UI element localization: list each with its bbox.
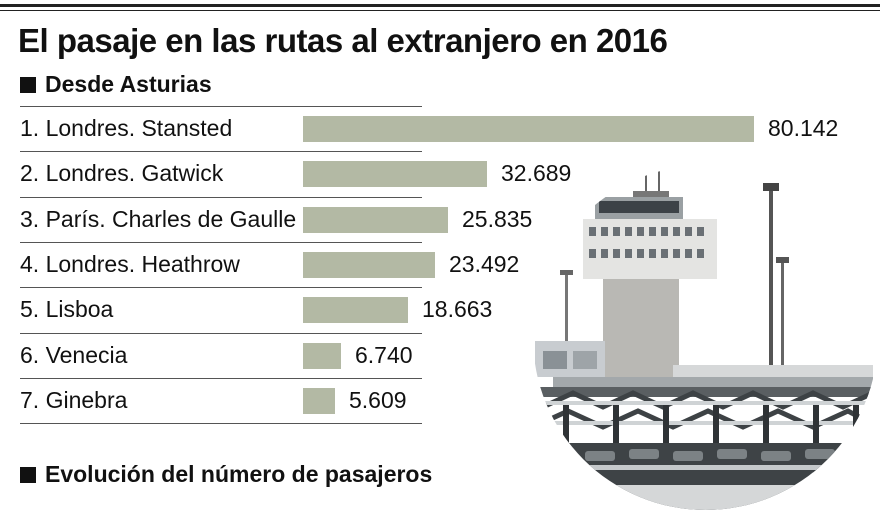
top-rule-thin <box>0 10 880 11</box>
bar <box>303 297 408 324</box>
category-label: 2. Londres. Gatwick <box>20 160 224 187</box>
top-rule-thick <box>0 4 880 7</box>
row-divider <box>20 333 422 334</box>
value-label: 80.142 <box>768 115 839 141</box>
value-label: 18.663 <box>422 296 493 323</box>
bar <box>303 387 335 414</box>
section-heading-text: Evolución del número de pasajeros <box>45 461 433 487</box>
section-heading-desde-asturias: Desde Asturias <box>20 71 212 98</box>
category-label: 3. París. Charles de Gaulle <box>20 205 297 232</box>
row-divider <box>20 106 422 107</box>
bar <box>303 206 448 233</box>
value-label: 23.492 <box>449 250 520 277</box>
square-bullet-icon <box>20 466 36 483</box>
row-divider <box>20 378 422 379</box>
bar <box>303 116 754 142</box>
value-label: 6.740 <box>355 341 413 368</box>
airport-control-tower-photo <box>533 165 878 510</box>
category-label: 5. Lisboa <box>20 296 114 323</box>
row-divider <box>20 287 422 288</box>
row-divider <box>20 242 422 243</box>
category-label: 7. Ginebra <box>20 386 128 413</box>
bar <box>303 342 341 369</box>
section-heading-text: Desde Asturias <box>45 71 212 97</box>
bar <box>303 161 487 188</box>
chart-title: El pasaje en las rutas al extranjero en … <box>18 22 668 59</box>
row-divider <box>20 197 422 198</box>
value-label: 5.609 <box>349 386 407 413</box>
category-label: 6. Venecia <box>20 341 128 368</box>
section-heading-evolucion: Evolución del número de pasajeros <box>20 461 432 488</box>
square-bullet-icon <box>20 76 36 93</box>
row-divider <box>20 151 422 152</box>
photo-illustration <box>533 165 878 510</box>
category-label: 1. Londres. Stansted <box>20 115 233 141</box>
row-divider <box>20 423 422 424</box>
value-label: 25.835 <box>462 205 533 232</box>
category-label: 4. Londres. Heathrow <box>20 250 240 277</box>
value-label: 32.689 <box>501 160 572 187</box>
bar <box>303 251 435 278</box>
